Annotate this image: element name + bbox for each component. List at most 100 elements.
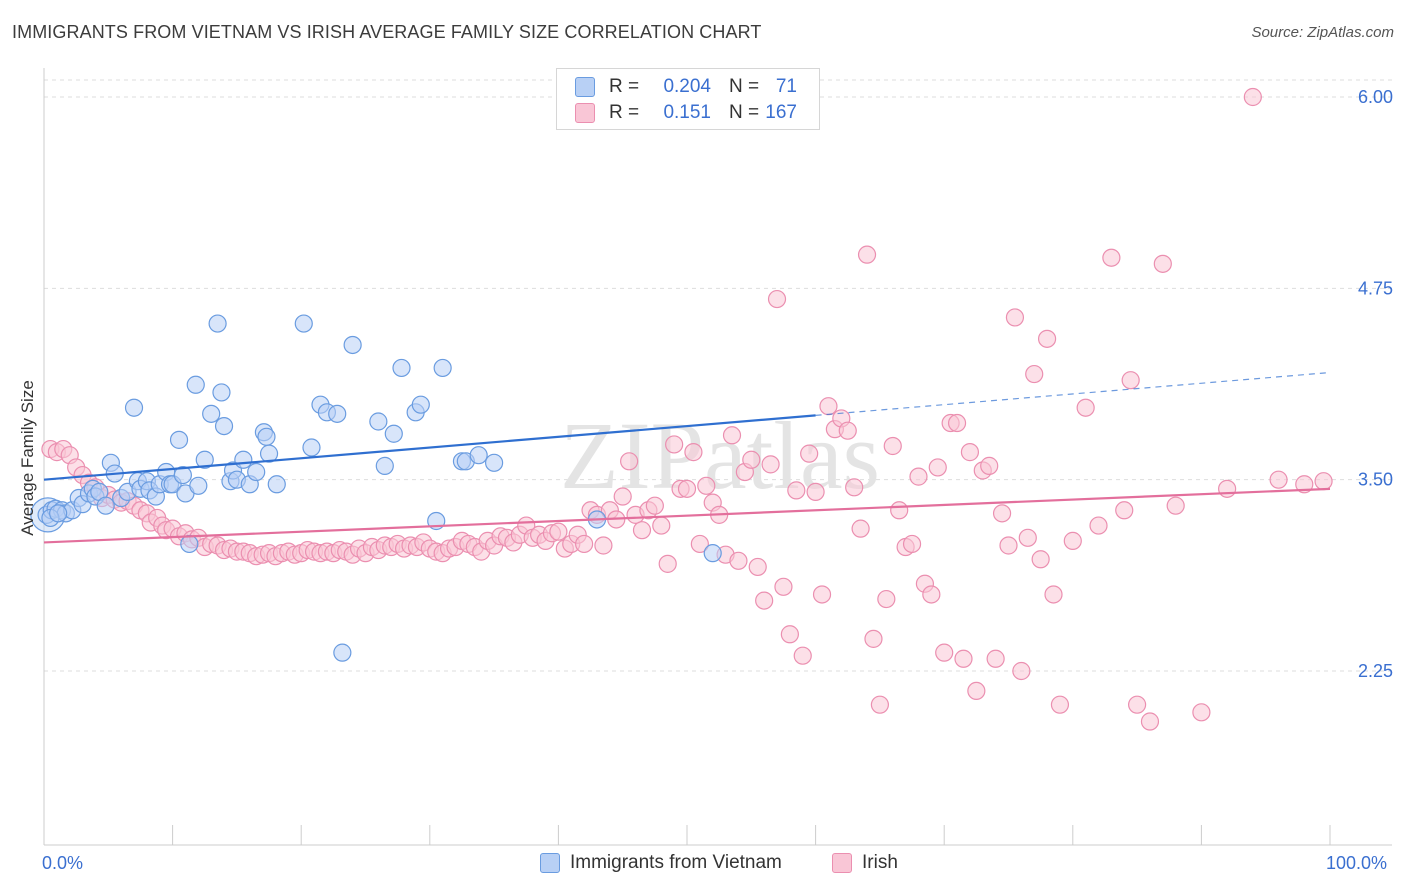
legend-item-vietnam[interactable]: Immigrants from Vietnam: [540, 852, 782, 874]
vietnam-point: [208, 314, 227, 333]
irish-swatch: [832, 853, 852, 873]
irish-point: [1044, 585, 1063, 604]
n-value: 71: [775, 76, 797, 97]
irish-point: [1127, 695, 1147, 714]
legend-item-irish[interactable]: Irish: [832, 852, 898, 874]
irish-point: [947, 413, 967, 433]
irish-point: [864, 629, 883, 648]
irish-point: [549, 522, 568, 541]
irish-point: [960, 443, 980, 462]
irish-point: [780, 625, 799, 644]
vietnam-point: [267, 475, 286, 494]
irish-point: [986, 649, 1005, 668]
vietnam-point: [214, 416, 234, 436]
vietnam-point: [186, 375, 205, 394]
irish-point: [729, 551, 748, 570]
vietnam-point: [257, 427, 276, 446]
y-tick-label: 4.75: [1358, 278, 1393, 298]
irish-point: [632, 521, 652, 540]
vietnam-point: [411, 395, 430, 414]
irish-point: [1243, 87, 1262, 107]
irish-point: [755, 591, 774, 610]
irish-point: [613, 487, 632, 506]
irish-point: [902, 534, 922, 554]
irish-point: [1121, 371, 1140, 390]
irish-point: [645, 496, 664, 515]
y-tick-labels: 2.25 3.50 4.75 6.00: [1358, 87, 1393, 681]
r-label: R =: [609, 76, 640, 97]
watermark: ZIPatlas: [560, 402, 880, 509]
axes: [43, 68, 1392, 846]
source-label: Source: ZipAtlas.com: [1251, 24, 1394, 41]
vietnam-point: [392, 358, 411, 378]
irish-point: [800, 444, 819, 463]
vietnam-point: [343, 335, 362, 355]
irish-point: [992, 504, 1012, 523]
irish-point: [954, 649, 973, 668]
irish-point: [1076, 398, 1095, 417]
irish-point: [1166, 496, 1185, 515]
x-tick-max: 100.0%: [1326, 853, 1388, 873]
irish-point: [819, 397, 838, 416]
irish-point: [1295, 475, 1314, 494]
vietnam-point: [703, 544, 722, 563]
irish-point: [928, 458, 947, 477]
irish-point: [787, 481, 806, 500]
vietnam-trend-line: [43, 414, 816, 481]
x-tick-min: 0.0%: [42, 853, 84, 873]
r-value: 0.204: [663, 76, 711, 97]
irish-point: [922, 585, 941, 604]
n-value: 167: [765, 102, 797, 123]
vietnam-point: [333, 643, 352, 662]
irish-point: [1025, 364, 1044, 384]
irish-point: [684, 443, 703, 462]
legend-label-irish: Irish: [862, 852, 898, 873]
r-label: R =: [609, 102, 640, 123]
irish-point: [806, 482, 825, 502]
r-value: 0.151: [663, 102, 711, 123]
vietnam-point: [259, 444, 279, 463]
irish-point: [883, 436, 902, 456]
irish-points: [41, 87, 1333, 731]
vietnam-point: [294, 314, 313, 333]
irish-point: [748, 557, 767, 577]
vietnam-point: [234, 450, 253, 469]
irish-point: [575, 534, 594, 554]
irish-point: [980, 456, 999, 475]
irish-point: [1102, 248, 1121, 267]
vietnam-swatch: [575, 77, 595, 97]
vietnam-point: [469, 446, 488, 465]
chart-title: IMMIGRANTS FROM VIETNAM VS IRISH AVERAGE…: [12, 22, 762, 42]
irish-swatch: [575, 103, 595, 123]
irish-point: [845, 478, 864, 497]
irish-point: [742, 450, 761, 469]
irish-point: [658, 554, 677, 573]
n-label: N =: [729, 102, 760, 123]
irish-point: [722, 426, 742, 445]
vietnam-point: [124, 398, 144, 417]
irish-point: [1140, 712, 1160, 731]
irish-point: [1115, 501, 1134, 520]
vietnam-point: [173, 465, 192, 485]
series-legend: Immigrants from Vietnam Irish: [0, 852, 1406, 878]
vietnam-point: [49, 504, 68, 523]
irish-point: [877, 589, 896, 609]
trend-lines: [43, 371, 1331, 544]
y-tick-label: 6.00: [1358, 87, 1393, 107]
vietnam-point: [247, 462, 266, 482]
irish-point: [999, 536, 1018, 555]
vietnam-point: [180, 534, 199, 554]
vietnam-point: [433, 358, 452, 378]
irish-point: [1218, 479, 1237, 498]
irish-point: [870, 695, 890, 714]
irish-point: [690, 534, 709, 554]
vietnam-point: [485, 453, 504, 472]
irish-point: [838, 421, 857, 440]
vietnam-point: [195, 450, 214, 469]
irish-point: [1192, 703, 1211, 722]
vietnam-point: [169, 430, 189, 449]
irish-point: [1012, 661, 1031, 681]
irish-point: [652, 516, 671, 535]
irish-trend-line: [43, 487, 1331, 544]
